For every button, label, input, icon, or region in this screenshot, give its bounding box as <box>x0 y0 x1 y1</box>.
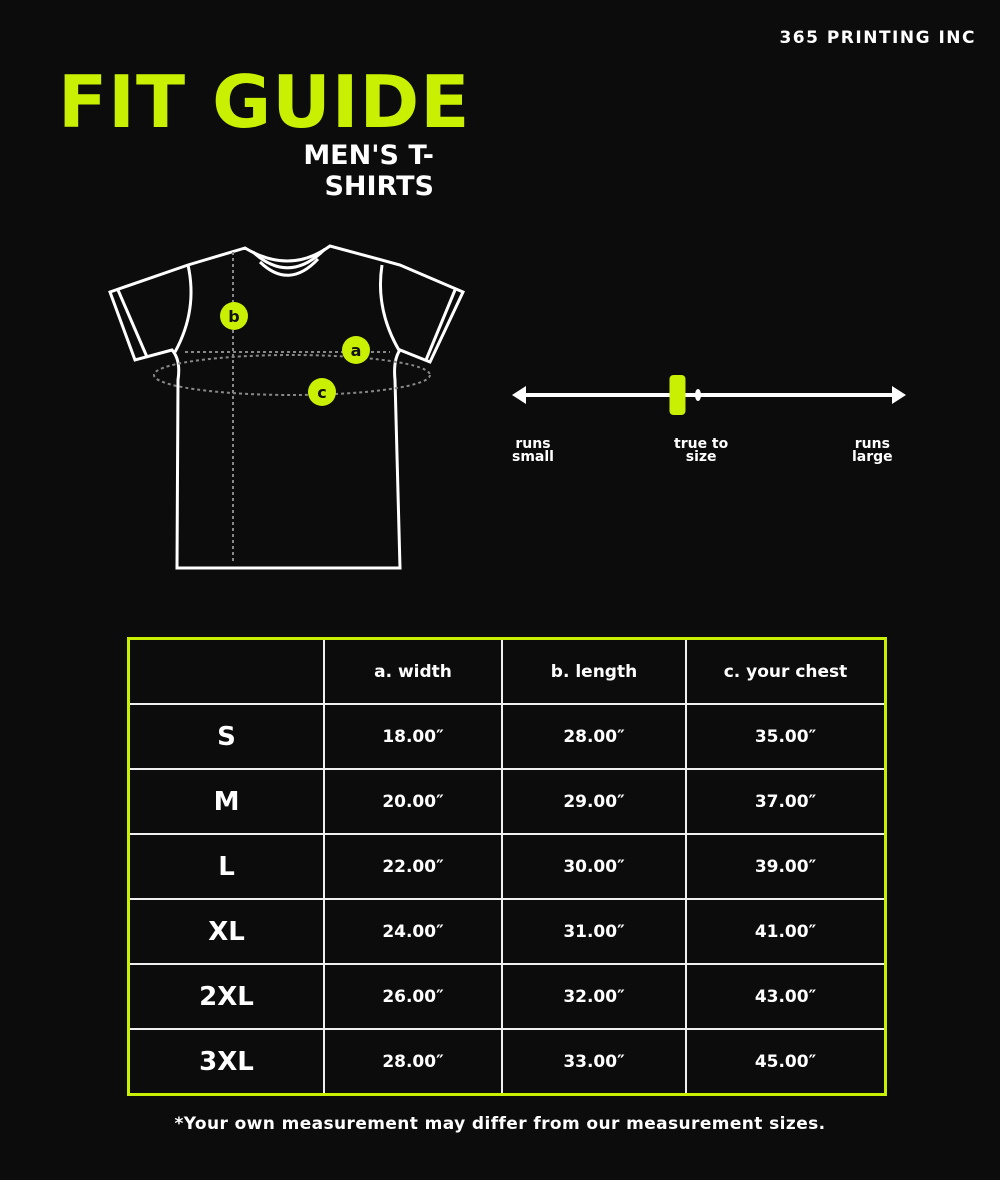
header-cell <box>130 640 325 705</box>
label-true-to-size: true to size <box>674 436 729 465</box>
label-runs-large: runs large <box>852 436 893 465</box>
length-cell: 32.00″ <box>501 963 687 1030</box>
label-line: runs <box>854 436 890 452</box>
chest-cell: 39.00″ <box>685 833 884 900</box>
length-cell: 28.00″ <box>501 703 687 770</box>
size-cell: 3XL <box>130 1028 325 1093</box>
length-cell: 33.00″ <box>501 1028 687 1093</box>
length-cell: 31.00″ <box>501 898 687 965</box>
size-cell: S <box>130 703 325 770</box>
brand-name: 365 PRINTING INC <box>779 28 976 48</box>
marker-b: b <box>220 302 248 330</box>
marker-c: c <box>308 378 336 406</box>
chest-cell: 45.00″ <box>685 1028 884 1093</box>
label-line: runs <box>515 436 551 452</box>
header-cell: b. length <box>501 640 687 705</box>
chest-cell: 37.00″ <box>685 768 884 835</box>
footnote: *Your own measurement may differ from ou… <box>174 1114 826 1134</box>
marker-a: a <box>342 336 370 364</box>
fit-indicator <box>669 375 686 415</box>
label-line: large <box>852 449 893 465</box>
tshirt-outline <box>108 244 466 570</box>
width-cell: 24.00″ <box>323 898 503 965</box>
chest-cell: 35.00″ <box>685 703 884 770</box>
tshirt-diagram: b a c <box>108 244 906 570</box>
marker-c-label: c <box>317 383 326 402</box>
length-cell: 29.00″ <box>501 768 687 835</box>
marker-b-label: b <box>228 307 239 326</box>
size-cell: M <box>130 768 325 835</box>
width-cell: 28.00″ <box>323 1028 503 1093</box>
size-table: a. width b. length c. your chest S 18.00″… <box>127 637 887 1096</box>
chest-cell: 43.00″ <box>685 963 884 1030</box>
arrow-right-icon <box>892 386 906 404</box>
table-row: S 18.00″ 28.00″ 35.00″ <box>130 703 884 770</box>
label-line: size <box>685 449 717 465</box>
size-cell: XL <box>130 898 325 965</box>
arrow-left-icon <box>512 386 526 404</box>
table-row: 2XL 26.00″ 32.00″ 43.00″ <box>130 963 884 1030</box>
fit-scale-center-tick <box>695 389 701 401</box>
table-row: 3XL 28.00″ 33.00″ 45.00″ <box>130 1028 884 1093</box>
marker-a-label: a <box>351 341 362 360</box>
chest-cell: 41.00″ <box>685 898 884 965</box>
width-cell: 26.00″ <box>323 963 503 1030</box>
size-cell: 2XL <box>130 963 325 1030</box>
header-cell: a. width <box>323 640 503 705</box>
page-title: FIT GUIDE <box>58 60 471 144</box>
length-cell: 30.00″ <box>501 833 687 900</box>
width-cell: 20.00″ <box>323 768 503 835</box>
label-line: small <box>512 449 554 465</box>
chest-measure-ellipse <box>153 354 431 396</box>
width-cell: 18.00″ <box>323 703 503 770</box>
width-cell: 22.00″ <box>323 833 503 900</box>
size-cell: L <box>130 833 325 900</box>
fit-scale <box>512 375 906 415</box>
table-header-row: a. width b. length c. your chest <box>130 640 884 705</box>
table-row: M 20.00″ 29.00″ 37.00″ <box>130 768 884 835</box>
label-runs-small: runs small <box>512 436 554 465</box>
label-line: true to <box>674 436 729 452</box>
page-subtitle: MEN'S T-SHIRTS <box>303 140 434 202</box>
table-row: XL 24.00″ 31.00″ 41.00″ <box>130 898 884 965</box>
table-row: L 22.00″ 30.00″ 39.00″ <box>130 833 884 900</box>
header-cell: c. your chest <box>685 640 884 705</box>
